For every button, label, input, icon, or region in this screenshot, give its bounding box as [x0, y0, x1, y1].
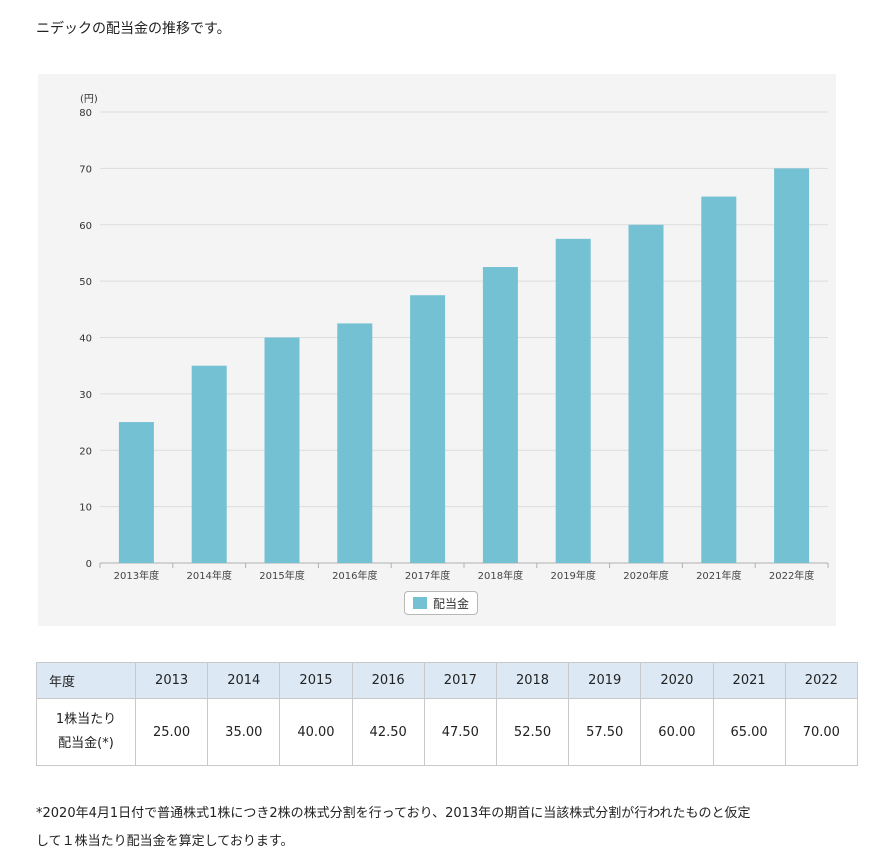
x-tick-label: 2015年度	[259, 569, 304, 582]
table-header-year: 2017	[423, 662, 497, 699]
x-tick-label: 2013年度	[114, 569, 159, 582]
table-header-row: 年度 2013 2014 2015 2016 2017 2018 2019 20…	[36, 662, 859, 699]
table-header-year-label: 年度	[36, 662, 136, 699]
y-tick-label: 50	[79, 277, 92, 288]
table-header-year: 2022	[784, 662, 859, 699]
table-cell-value: 65.00	[712, 698, 786, 766]
x-tick-label: 2016年度	[332, 569, 377, 582]
footnote: *2020年4月1日付で普通株式1株につき2株の株式分割を行っており、2013年…	[36, 800, 856, 856]
y-tick-label: 30	[79, 390, 92, 401]
legend-label: 配当金	[433, 596, 470, 611]
table-cell-value: 47.50	[423, 698, 497, 766]
bar	[701, 196, 737, 563]
legend-swatch	[413, 597, 427, 609]
table-cell-value: 42.50	[351, 698, 425, 766]
y-tick-label: 40	[79, 334, 92, 345]
row-label-line1: 1株当たり	[55, 712, 117, 727]
table-cell-value: 70.00	[784, 698, 859, 766]
bar	[774, 168, 810, 563]
y-axis-unit-label: (円)	[80, 94, 98, 105]
y-tick-label: 80	[79, 108, 92, 119]
table-header-year: 2020	[640, 662, 714, 699]
table-cell-value: 52.50	[495, 698, 570, 766]
table-cell-value: 35.00	[207, 698, 281, 766]
x-tick-label: 2018年度	[478, 569, 523, 582]
bar	[191, 365, 227, 563]
y-tick-label: 70	[79, 164, 92, 175]
table-header-year: 2019	[568, 662, 642, 699]
bar	[118, 422, 154, 563]
bar	[482, 267, 518, 563]
x-tick-label: 2022年度	[769, 569, 814, 582]
table-cell-value: 60.00	[640, 698, 714, 766]
table-header-year: 2021	[712, 662, 786, 699]
y-tick-label: 60	[79, 221, 92, 232]
table-row-label: 1株当たり 配当金(*)	[36, 698, 136, 766]
table-header-year: 2018	[495, 662, 570, 699]
table-header-year: 2015	[279, 662, 353, 699]
x-tick-label: 2014年度	[186, 569, 231, 582]
x-tick-label: 2017年度	[405, 569, 450, 582]
bar	[410, 295, 446, 563]
table-header-year: 2016	[351, 662, 425, 699]
chart-legend[interactable]: 配当金	[404, 591, 479, 615]
footnote-line1: *2020年4月1日付で普通株式1株につき2株の株式分割を行っており、2013年…	[36, 806, 751, 821]
y-tick-label: 0	[86, 559, 92, 570]
intro-text: ニデックの配当金の推移です。	[36, 21, 231, 37]
table-row: 1株当たり 配当金(*) 25.00 35.00 40.00 42.50 47.…	[36, 698, 859, 766]
x-tick-label: 2020年度	[623, 569, 668, 582]
footnote-line2: して１株当たり配当金を算定しております。	[36, 834, 294, 849]
table-header-year: 2014	[207, 662, 281, 699]
dividend-bar-chart: 0 10 20 30 40 50 60 70 80 (円) 2013年度 2014年度 2015年度 20…	[79, 94, 829, 582]
bar	[337, 323, 373, 563]
x-tick-label: 2021年度	[696, 569, 741, 582]
x-tick-label: 2019年度	[550, 569, 595, 582]
table-cell-value: 57.50	[568, 698, 642, 766]
chart-panel: 0 10 20 30 40 50 60 70 80 (円) 2013年度 2014年度 2015年度 20…	[38, 74, 836, 626]
bar	[628, 224, 664, 563]
table-cell-value: 40.00	[279, 698, 353, 766]
y-tick-label: 20	[79, 446, 92, 457]
dividend-table: 年度 2013 2014 2015 2016 2017 2018 2019 20…	[36, 662, 859, 766]
row-label-line2: 配当金(*)	[58, 736, 114, 751]
table-header-year: 2013	[134, 662, 209, 699]
bar	[264, 337, 300, 563]
table-cell-value: 25.00	[134, 698, 209, 766]
y-tick-label: 10	[79, 503, 92, 514]
bar	[555, 238, 591, 563]
